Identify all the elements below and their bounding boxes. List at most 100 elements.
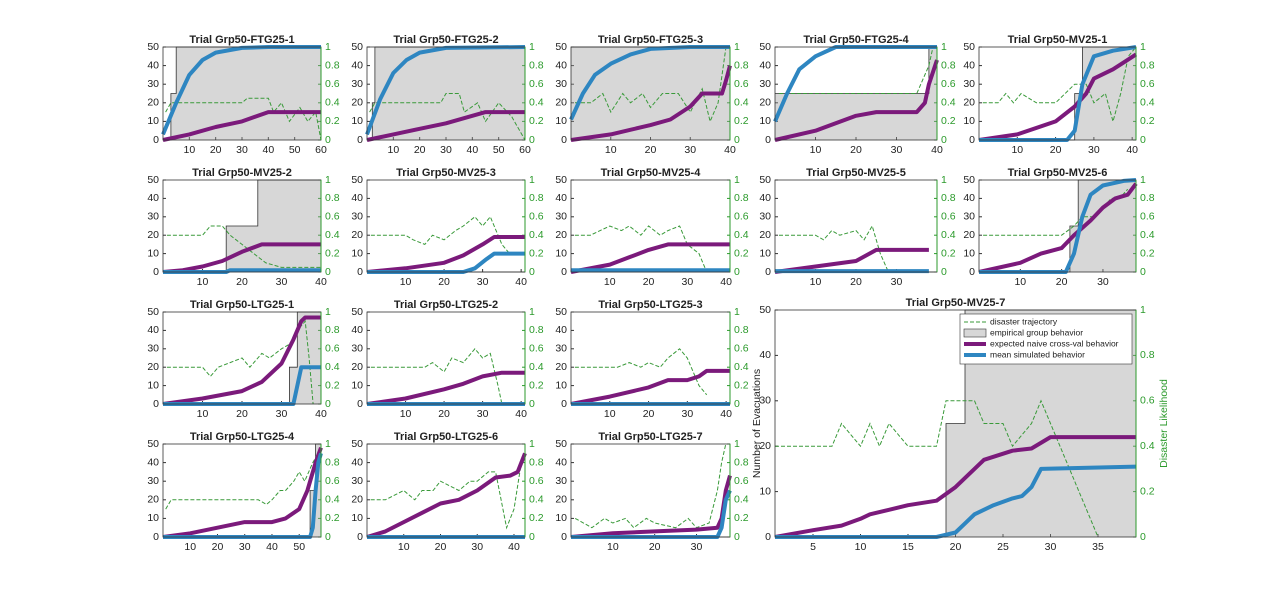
x-tick-label: 40 bbox=[515, 408, 527, 420]
y-tick-label: 50 bbox=[555, 306, 567, 318]
y2-tick-label: 0.6 bbox=[325, 211, 340, 223]
y-tick-label: 0 bbox=[357, 398, 363, 410]
y2-tick-label: 0.4 bbox=[1140, 97, 1155, 109]
x-tick-label: 40 bbox=[1126, 144, 1138, 156]
y-tick-label: 20 bbox=[555, 361, 567, 373]
empirical-area bbox=[979, 47, 1136, 140]
x-tick-label: 20 bbox=[212, 541, 224, 553]
disaster-line bbox=[775, 399, 1099, 538]
y-tick-label: 40 bbox=[555, 59, 567, 71]
y-tick-label: 20 bbox=[351, 97, 363, 109]
y-tick-label: 10 bbox=[555, 379, 567, 391]
empirical-area bbox=[163, 47, 321, 140]
y-tick-label: 40 bbox=[963, 59, 975, 71]
x-tick-label: 20 bbox=[645, 144, 657, 156]
y-tick-label: 30 bbox=[147, 78, 159, 90]
series-line bbox=[162, 315, 321, 406]
x-tick-label: 40 bbox=[315, 408, 327, 420]
y-tick-label: 0 bbox=[765, 134, 771, 146]
y-tick-label: 10 bbox=[759, 115, 771, 127]
chart-title: Trial Grp50-LTG25-4 bbox=[190, 431, 295, 443]
x-tick-label: 20 bbox=[438, 276, 450, 288]
y2-tick-label: 0.2 bbox=[941, 115, 956, 127]
series-line bbox=[570, 65, 732, 142]
y-tick-label: 30 bbox=[351, 343, 363, 355]
y2-tick-label: 0 bbox=[734, 266, 740, 278]
disaster-line bbox=[779, 224, 889, 273]
series-line bbox=[162, 447, 323, 539]
y2-tick-label: 1 bbox=[325, 306, 331, 318]
y2-tick-label: 0.8 bbox=[734, 324, 749, 336]
x-tick-label: 10 bbox=[1011, 144, 1023, 156]
x-tick-label: 10 bbox=[398, 541, 410, 553]
y2-tick-label: 0.2 bbox=[325, 247, 340, 259]
y2-tick-label: 1 bbox=[529, 41, 535, 53]
legend-box bbox=[959, 313, 1133, 365]
legend-label: mean simulated behavior bbox=[990, 349, 1085, 359]
series-line bbox=[979, 178, 1137, 274]
y-tick-label: 30 bbox=[759, 395, 771, 407]
x-tick-label: 60 bbox=[519, 144, 531, 156]
y-tick-label: 40 bbox=[555, 456, 567, 468]
y-tick-label: 0 bbox=[153, 531, 159, 543]
chart-title: Trial Grp50-LTG25-3 bbox=[598, 299, 702, 311]
y-tick-label: 40 bbox=[147, 59, 159, 71]
x-tick-label: 10 bbox=[810, 276, 822, 288]
disaster-line bbox=[370, 348, 503, 405]
y-tick-label: 20 bbox=[963, 229, 975, 241]
y-tick-label: 20 bbox=[963, 97, 975, 109]
y-tick-label: 50 bbox=[351, 306, 363, 318]
y2-tick-label: 0.4 bbox=[325, 494, 340, 506]
y2-tick-label: 0.8 bbox=[529, 59, 544, 71]
y2-tick-label: 0.8 bbox=[325, 192, 340, 204]
series-line bbox=[775, 464, 1137, 539]
y-tick-label: 30 bbox=[555, 78, 567, 90]
x-tick-label: 20 bbox=[850, 276, 862, 288]
y2-tick-label: 0.2 bbox=[325, 512, 340, 524]
chart-title: Trial Grp50-LTG25-7 bbox=[598, 431, 702, 443]
x-tick-label: 10 bbox=[605, 144, 617, 156]
x-tick-label: 10 bbox=[607, 541, 619, 553]
x-tick-label: 20 bbox=[643, 276, 655, 288]
y2-tick-label: 1 bbox=[529, 174, 535, 186]
x-tick-label: 40 bbox=[508, 541, 520, 553]
plot-area bbox=[367, 180, 525, 272]
y2-tick-label: 0.8 bbox=[529, 324, 544, 336]
chart-title: Trial Grp50-MV25-2 bbox=[192, 167, 292, 179]
y-tick-label: 30 bbox=[147, 475, 159, 487]
y-tick-label: 30 bbox=[759, 78, 771, 90]
y-tick-label: 40 bbox=[351, 456, 363, 468]
y2-tick-label: 0.2 bbox=[529, 247, 544, 259]
y2-tick-label: 0.4 bbox=[734, 494, 749, 506]
y-tick-label: 0 bbox=[357, 266, 363, 278]
y2-tick-label: 0.2 bbox=[529, 512, 544, 524]
empirical-area bbox=[979, 180, 1136, 272]
chart-title: Trial Grp50-LTG25-1 bbox=[190, 299, 294, 311]
x-tick-label: 20 bbox=[850, 144, 862, 156]
y-tick-label: 0 bbox=[153, 398, 159, 410]
y2-tick-label: 0.6 bbox=[734, 211, 749, 223]
y2-tick-label: 1 bbox=[734, 41, 740, 53]
x-tick-label: 60 bbox=[315, 144, 327, 156]
y2-tick-label: 0.4 bbox=[941, 229, 956, 241]
y2-tick-label: 0.4 bbox=[734, 97, 749, 109]
x-tick-label: 40 bbox=[466, 144, 478, 156]
x-tick-label: 20 bbox=[1050, 144, 1062, 156]
y2-tick-label: 0.6 bbox=[529, 475, 544, 487]
x-tick-label: 10 bbox=[184, 541, 196, 553]
x-tick-label: 30 bbox=[891, 276, 903, 288]
y-tick-label: 0 bbox=[969, 266, 975, 278]
y2-tick-label: 0.6 bbox=[1140, 211, 1155, 223]
y2-tick-label: 0.4 bbox=[734, 361, 749, 373]
x-tick-label: 20 bbox=[435, 541, 447, 553]
x-tick-label: 5 bbox=[810, 541, 816, 553]
series-line bbox=[570, 368, 730, 406]
x-tick-label: 10 bbox=[387, 144, 399, 156]
y2-tick-label: 1 bbox=[734, 306, 740, 318]
y-tick-label: 40 bbox=[351, 192, 363, 204]
y2-tick-label: 0.6 bbox=[734, 343, 749, 355]
y2-tick-label: 0.6 bbox=[529, 211, 544, 223]
y-tick-label: 10 bbox=[147, 115, 159, 127]
x-tick-label: 30 bbox=[276, 276, 288, 288]
y2-tick-label: 0.8 bbox=[529, 456, 544, 468]
